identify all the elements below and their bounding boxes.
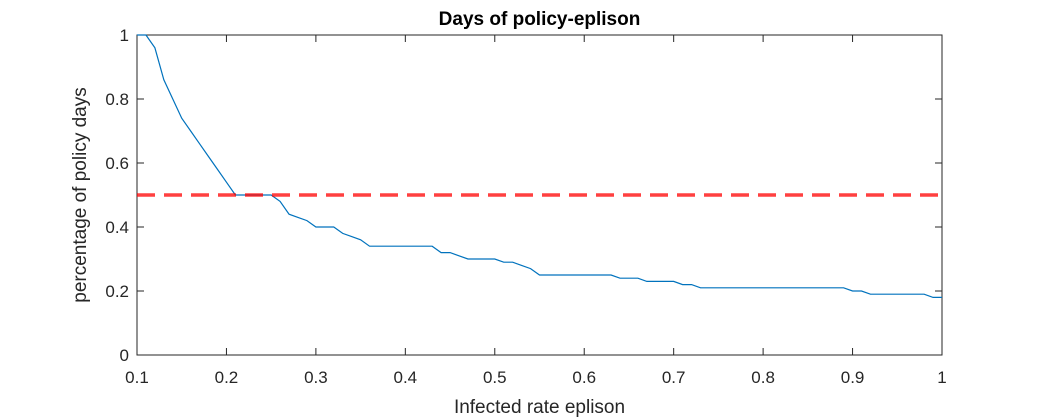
x-tick-label: 0.6 [572, 368, 596, 387]
y-axis-label: percentage of policy days [70, 87, 91, 302]
x-tick-label: 0.9 [841, 368, 865, 387]
chart-title: Days of policy-eplison [439, 9, 641, 30]
y-tick-label: 0 [120, 346, 129, 365]
x-tick-label: 0.5 [483, 368, 507, 387]
y-tick-label: 0.6 [105, 154, 129, 173]
policy-days-line [137, 34, 942, 298]
x-tick-label: 0.4 [394, 368, 418, 387]
y-tick-label: 0.2 [105, 282, 129, 301]
x-tick-label: 0.8 [751, 368, 775, 387]
x-tick-label: 0.1 [125, 368, 149, 387]
y-tick-label: 0.8 [105, 90, 129, 109]
x-tick-label: 0.7 [662, 368, 686, 387]
plot-area: 0.1 0.2 0.3 0.4 0.5 0.6 0.7 0.8 0.9 1 0 0.2 0.4 0.6 0.… [105, 26, 946, 387]
x-tick-label: 0.2 [215, 368, 239, 387]
y-tick-label: 0.4 [105, 218, 129, 237]
x-axis-label: Infected rate eplison [454, 397, 625, 417]
y-tick-label: 1 [120, 26, 129, 45]
x-tick-label: 0.3 [304, 368, 328, 387]
x-tick-label: 1 [937, 368, 946, 387]
